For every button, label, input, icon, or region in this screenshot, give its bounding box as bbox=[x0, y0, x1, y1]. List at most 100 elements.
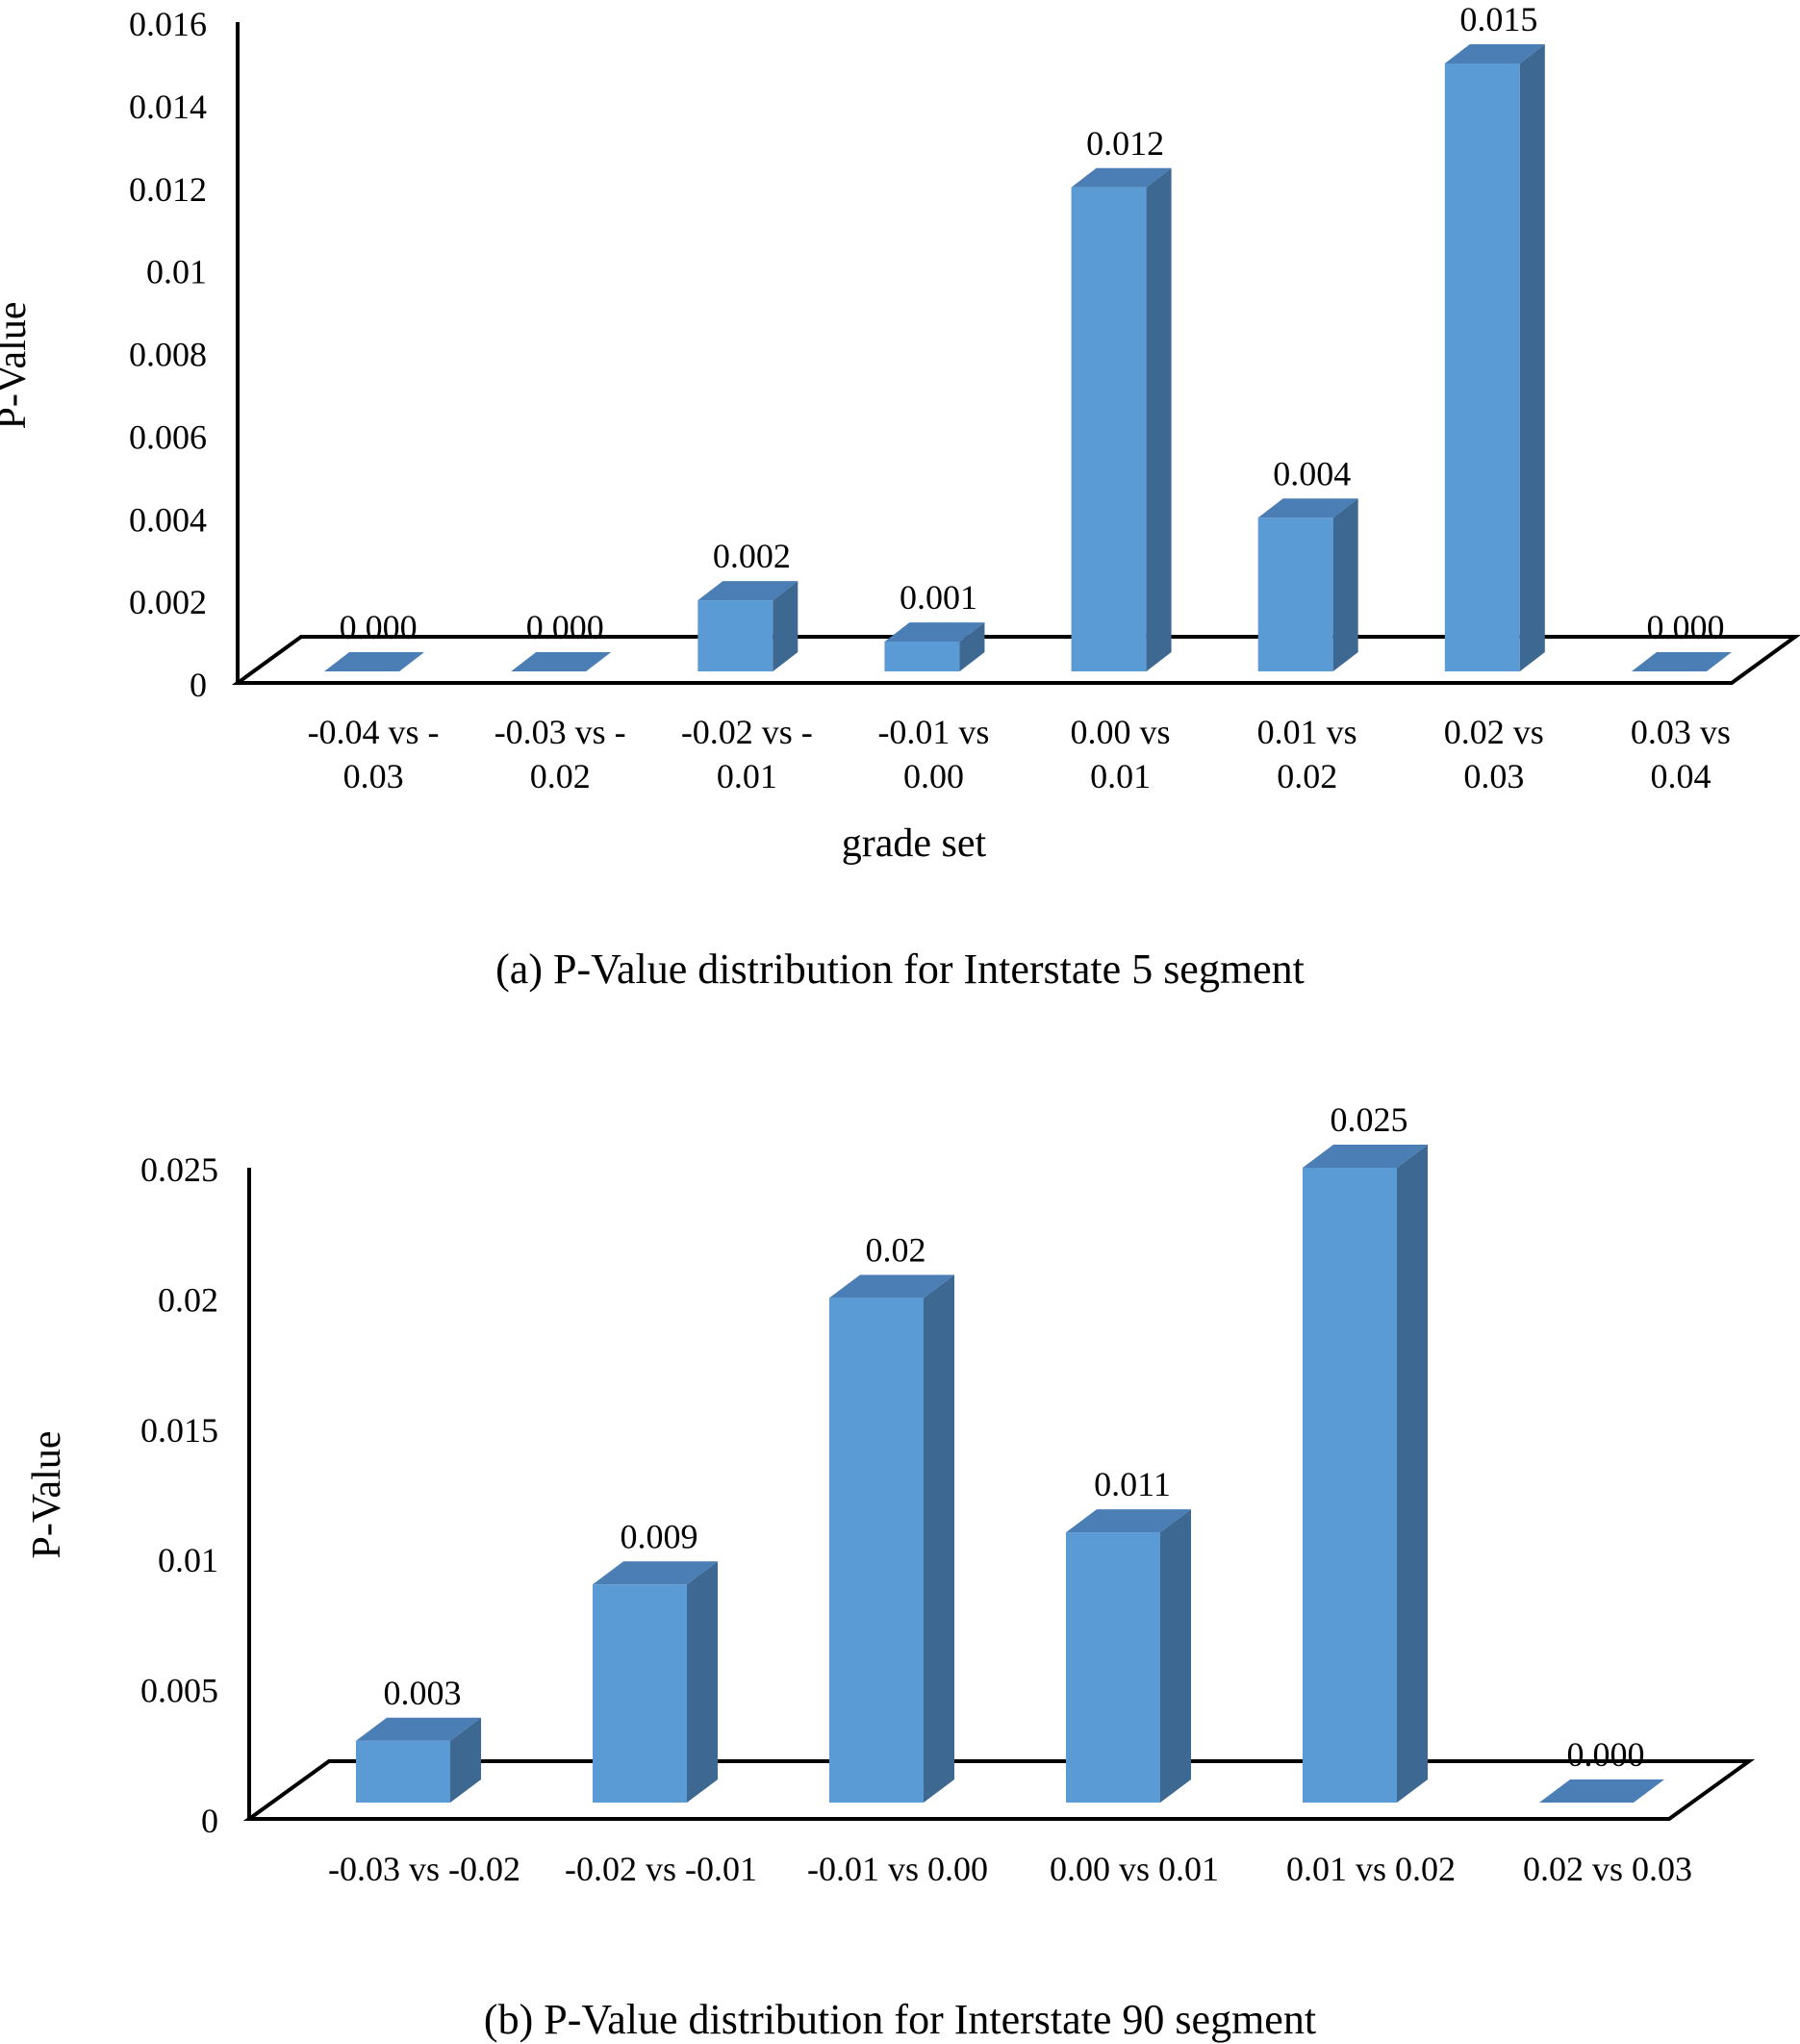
bar-8 bbox=[1631, 652, 1732, 671]
chart-b-svg: 0 0.005 0.01 0.015 0.02 0.025 P-Value 0.003 -0.0… bbox=[25, 1100, 1756, 1888]
bar-side bbox=[1146, 167, 1172, 671]
bar-top bbox=[593, 1561, 718, 1585]
x-tick-label: -0.01 vs bbox=[877, 713, 989, 751]
bar-2 bbox=[511, 652, 612, 671]
bar-5 bbox=[1071, 167, 1172, 671]
bar-zero-slab bbox=[324, 652, 425, 671]
x-tick-label: 0.03 vs bbox=[1631, 713, 1731, 751]
x-tick-label: -0.02 vs - bbox=[681, 713, 813, 751]
bar-top bbox=[356, 1717, 481, 1741]
y-tick-label: 0.008 bbox=[129, 336, 207, 374]
bar-zero-slab bbox=[1539, 1779, 1664, 1803]
data-label: 0.004 bbox=[1273, 454, 1351, 492]
bar-4 bbox=[1066, 1509, 1191, 1803]
y-tick-label: 0.01 bbox=[146, 253, 207, 291]
x-tick-label: 0.02 bbox=[530, 757, 591, 795]
y-tick-label: 0.012 bbox=[129, 170, 207, 209]
bar-top bbox=[1444, 43, 1545, 63]
data-label: 0.000 bbox=[340, 608, 418, 646]
x-tick-label: 0.01 bbox=[717, 757, 777, 795]
bar-1 bbox=[356, 1717, 481, 1803]
bar-2 bbox=[593, 1561, 718, 1803]
bar-front bbox=[1071, 187, 1147, 671]
y-axis-title: P-Value bbox=[25, 1431, 69, 1559]
chart-a-svg: 0 0.002 0.004 0.006 0.008 0.01 0.012 0.014 0.016… bbox=[0, 0, 1800, 866]
bar-front bbox=[1444, 63, 1520, 671]
y-tick-label: 0.01 bbox=[158, 1541, 218, 1579]
x-tick-label: 0.00 bbox=[903, 757, 964, 795]
x-axis-title: grade set bbox=[842, 821, 987, 866]
bar-4 bbox=[884, 622, 985, 671]
bar-6 bbox=[1257, 498, 1358, 671]
x-tick-label: -0.02 vs -0.01 bbox=[565, 1850, 757, 1888]
bar-top bbox=[697, 581, 799, 601]
bar-top bbox=[1303, 1145, 1428, 1168]
bar-side bbox=[450, 1717, 481, 1803]
data-label: 0.002 bbox=[713, 537, 791, 575]
y-tick-label: 0.004 bbox=[129, 500, 207, 539]
x-tick-label: 0.02 vs bbox=[1444, 713, 1544, 751]
bar-side bbox=[773, 581, 799, 671]
bar-front bbox=[884, 642, 960, 671]
bar-front bbox=[356, 1740, 450, 1803]
bar-7 bbox=[1444, 43, 1545, 671]
x-tick-label: 0.04 bbox=[1650, 757, 1711, 795]
y-tick-label: 0.006 bbox=[129, 417, 207, 456]
data-label: 0.001 bbox=[900, 578, 977, 617]
chart-floor bbox=[242, 1759, 1756, 1821]
x-tick-label: 0.01 bbox=[1090, 757, 1151, 795]
x-tick-label: 0.01 vs bbox=[1257, 713, 1357, 751]
bar-zero-slab bbox=[1631, 652, 1732, 671]
chart-panel-a: 0 0.002 0.004 0.006 0.008 0.01 0.012 0.014 0.016… bbox=[0, 0, 1800, 914]
bar-top bbox=[1257, 498, 1358, 518]
bar-top bbox=[1071, 167, 1172, 188]
data-label: 0.000 bbox=[1567, 1735, 1645, 1774]
x-tick-label: 0.00 vs bbox=[1071, 713, 1171, 751]
data-label: 0.000 bbox=[526, 608, 604, 646]
data-label: 0.009 bbox=[621, 1517, 698, 1555]
bar-side bbox=[1332, 498, 1358, 671]
bar-top bbox=[1066, 1509, 1191, 1533]
data-label: 0.025 bbox=[1331, 1100, 1408, 1139]
bar-front bbox=[1257, 517, 1333, 671]
y-tick-label: 0.002 bbox=[129, 583, 207, 621]
bar-front bbox=[593, 1584, 687, 1803]
bar-front bbox=[1066, 1532, 1160, 1803]
x-tick-label: 0.01 vs 0.02 bbox=[1286, 1850, 1456, 1888]
y-tick-label: 0.02 bbox=[158, 1280, 218, 1319]
bar-3 bbox=[829, 1274, 954, 1803]
x-tick-label: 0.03 bbox=[343, 757, 404, 795]
y-tick-label: 0 bbox=[190, 666, 207, 704]
x-tick-label: -0.03 vs - bbox=[494, 713, 626, 751]
x-tick-label: 0.03 bbox=[1463, 757, 1524, 795]
x-tick-label: -0.04 vs - bbox=[308, 713, 440, 751]
y-tick-label: 0.025 bbox=[140, 1150, 218, 1189]
bar-side bbox=[1397, 1145, 1428, 1803]
x-tick-label: -0.01 vs 0.00 bbox=[807, 1850, 988, 1888]
x-tick-label: 0.02 bbox=[1277, 757, 1337, 795]
x-tick-label: -0.03 vs -0.02 bbox=[328, 1850, 520, 1888]
bar-side bbox=[959, 622, 985, 671]
chart-a-caption: (a) P-Value distribution for Interstate … bbox=[495, 946, 1305, 993]
bar-1 bbox=[324, 652, 425, 671]
data-label: 0.015 bbox=[1459, 0, 1537, 38]
y-tick-label: 0.005 bbox=[140, 1672, 218, 1710]
data-label: 0.011 bbox=[1094, 1465, 1171, 1503]
chart-panel-b: 0 0.005 0.01 0.015 0.02 0.025 P-Value 0.003 -0.0… bbox=[0, 1048, 1800, 2010]
data-label: 0.000 bbox=[1646, 608, 1724, 646]
data-label: 0.02 bbox=[866, 1230, 926, 1269]
data-label: 0.012 bbox=[1086, 124, 1164, 163]
bar-front bbox=[1303, 1168, 1397, 1803]
chart-b-caption: (b) P-Value distribution for Interstate … bbox=[483, 1996, 1317, 2043]
y-tick-label: 0.014 bbox=[129, 88, 207, 126]
data-label: 0.003 bbox=[384, 1674, 462, 1712]
y-axis-title: P-Value bbox=[0, 302, 35, 430]
bar-3 bbox=[697, 581, 799, 671]
bar-front bbox=[829, 1298, 924, 1803]
y-tick-label: 0 bbox=[201, 1802, 218, 1840]
bar-zero-slab bbox=[511, 652, 612, 671]
x-tick-label: 0.00 vs 0.01 bbox=[1050, 1850, 1219, 1888]
x-tick-label: 0.02 vs 0.03 bbox=[1523, 1850, 1692, 1888]
bar-side bbox=[687, 1561, 718, 1803]
bar-top bbox=[829, 1274, 954, 1299]
